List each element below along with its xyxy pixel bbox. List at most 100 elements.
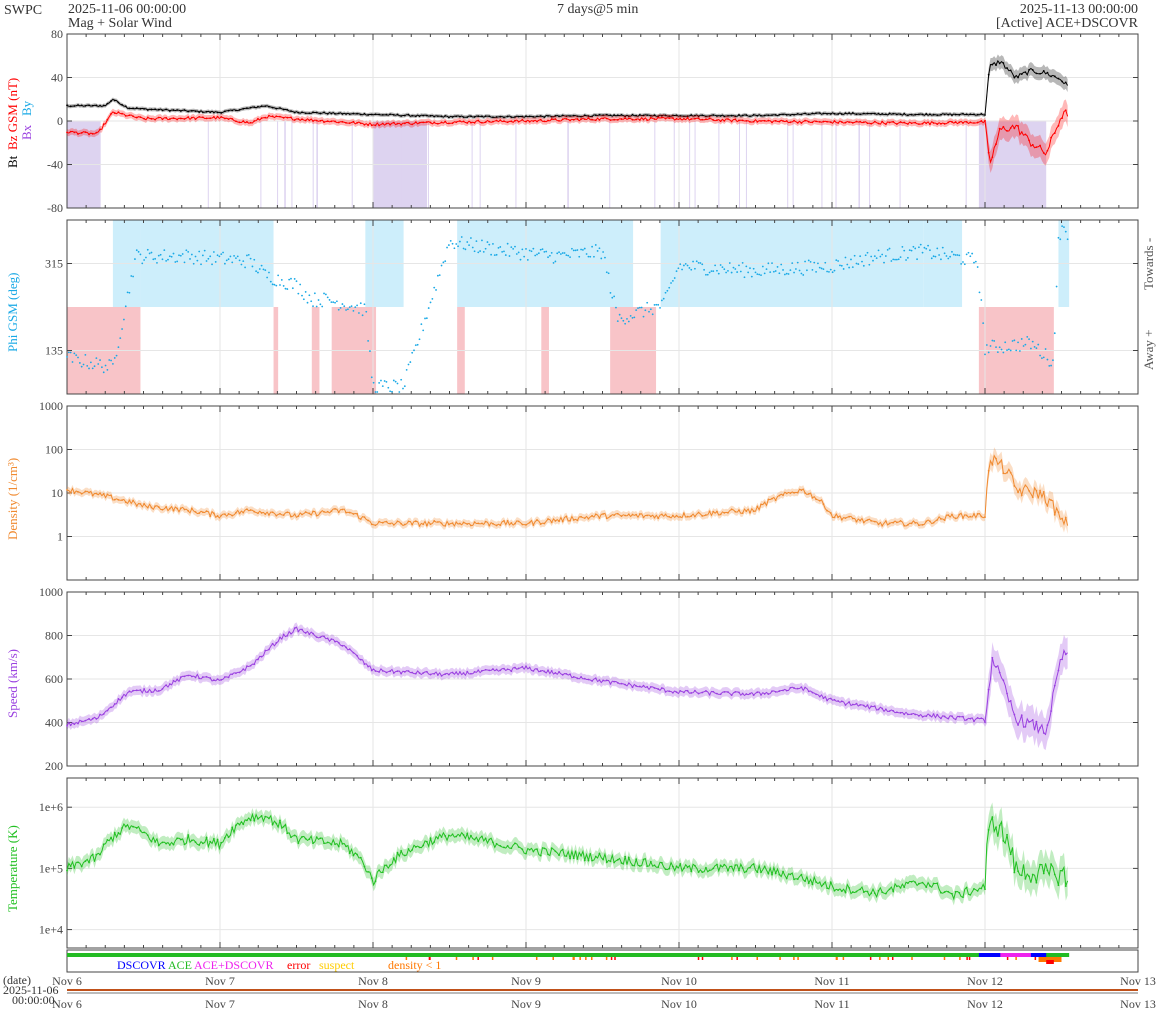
phi-point xyxy=(203,249,206,252)
phi-point xyxy=(436,274,439,277)
speed-series-point xyxy=(91,717,94,720)
bt-series-point xyxy=(396,113,399,116)
speed-series-point xyxy=(561,673,564,676)
phi-point xyxy=(807,259,810,262)
density-series-point xyxy=(121,499,123,501)
density-series-point xyxy=(778,494,781,497)
bz-series-point xyxy=(135,116,138,119)
bz-series-point xyxy=(840,121,843,123)
phi-point xyxy=(223,262,226,265)
speed-series-point xyxy=(470,672,472,675)
speed-series-point xyxy=(315,636,318,638)
density-series-point xyxy=(918,524,920,527)
bz-series-point xyxy=(528,120,531,123)
start-date: 2025-11-06 00:00:00 xyxy=(68,2,187,17)
density-series-point xyxy=(455,521,458,524)
speed-series-point xyxy=(800,686,803,689)
span-label: 7 days@5 min xyxy=(557,2,639,17)
speed-series-point xyxy=(495,668,498,671)
density-series-point xyxy=(749,511,751,514)
speed-series-point xyxy=(473,671,476,673)
x-tick-label-upper: Nov 6 xyxy=(52,974,82,988)
bz-series-point xyxy=(77,133,79,135)
phi-point xyxy=(559,253,562,255)
bt-series-point xyxy=(859,113,862,116)
bz-series-point xyxy=(1053,132,1056,134)
density-series-point xyxy=(965,514,968,517)
bt-series-point xyxy=(973,113,975,116)
phi-point xyxy=(514,245,516,248)
density-series-point xyxy=(216,515,219,517)
phi-point xyxy=(583,247,586,250)
speed-series-point xyxy=(345,646,347,649)
speed-series-point xyxy=(1031,719,1034,721)
density-series-point xyxy=(807,493,810,495)
phi-point xyxy=(558,251,560,254)
phi-point xyxy=(279,284,281,286)
phi-point xyxy=(431,298,434,300)
bz-series-point xyxy=(818,120,821,123)
bz-series-point xyxy=(433,121,436,124)
bz-series-point xyxy=(183,118,186,120)
phi-point xyxy=(163,249,166,252)
density-series-point xyxy=(205,510,208,513)
speed-series-range-band xyxy=(67,622,1068,751)
bt-series-point xyxy=(763,114,766,117)
phi-point xyxy=(526,259,529,261)
phi-point xyxy=(747,271,750,274)
subtitle: Mag + Solar Wind xyxy=(68,16,172,31)
status-flag xyxy=(879,957,881,960)
bt-series-point xyxy=(286,108,289,111)
phi-point xyxy=(850,258,852,261)
speed-series-point xyxy=(701,691,704,694)
phi-point xyxy=(809,260,812,263)
phi-point xyxy=(99,359,101,361)
phi-point xyxy=(143,259,146,261)
temperature-series-point xyxy=(561,848,564,851)
phi-point xyxy=(602,251,605,253)
speed-series-point xyxy=(363,663,366,665)
phi-point xyxy=(688,267,691,269)
speed-series-point xyxy=(447,673,450,676)
density-series-point xyxy=(176,507,179,510)
temperature-series-point xyxy=(616,858,619,861)
phi-point xyxy=(218,255,221,258)
density-series-point xyxy=(1002,472,1005,475)
phi-point xyxy=(440,264,443,267)
status-flag xyxy=(1046,960,1054,964)
bt-series-point xyxy=(686,115,689,118)
bz-series-point xyxy=(73,131,76,134)
bt-series-point xyxy=(822,112,825,115)
bx-axis-title: Bx xyxy=(19,124,34,140)
bz-series-point xyxy=(973,122,975,124)
phi-point xyxy=(892,258,895,261)
temperature-series-point xyxy=(1017,870,1019,873)
temperature-series-point xyxy=(572,857,575,860)
bt-series-point xyxy=(525,115,527,118)
bt-series-point xyxy=(312,111,314,114)
bt-series-point xyxy=(738,114,740,116)
bz-series-point xyxy=(506,121,509,124)
temperature-series-point xyxy=(275,822,278,825)
bt-series-point xyxy=(492,116,494,119)
temperature-series-point xyxy=(815,881,817,883)
bz-series-point xyxy=(602,117,605,120)
speed-series-point xyxy=(389,670,392,673)
density-series-point xyxy=(594,513,597,516)
phi-point xyxy=(1006,349,1008,352)
bt-series-point xyxy=(712,114,715,116)
phi-point xyxy=(767,262,770,265)
bz-series-point xyxy=(400,123,403,126)
phi-point xyxy=(455,243,458,245)
density-series-point xyxy=(954,517,957,520)
density-series-point xyxy=(686,515,689,518)
bz-series-point xyxy=(499,119,502,122)
phi-point xyxy=(756,273,759,276)
density-series-point xyxy=(466,523,469,525)
speed-series-point xyxy=(286,634,289,637)
bz-series-point xyxy=(543,120,546,123)
bt-series-point xyxy=(547,114,549,117)
speed-series-point xyxy=(521,665,524,668)
density-series-point xyxy=(110,494,112,497)
